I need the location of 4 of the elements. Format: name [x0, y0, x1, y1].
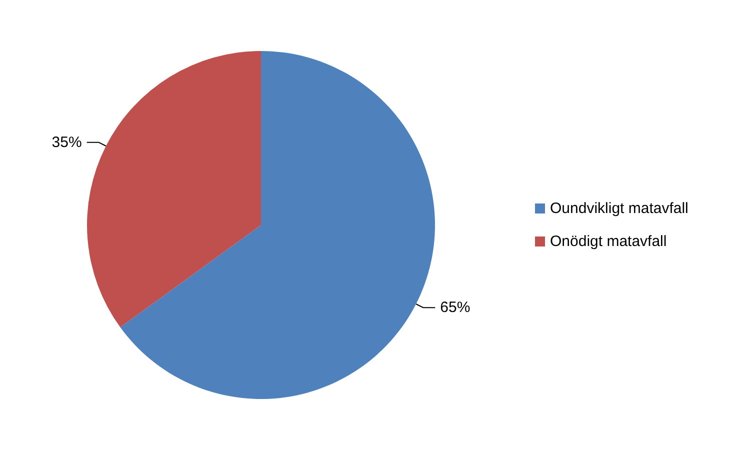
legend-label: Onödigt matavfall [550, 233, 667, 250]
legend-label: Oundvikligt matavfall [550, 200, 688, 217]
data-label: 35% [52, 134, 82, 151]
data-label: 65% [440, 299, 470, 316]
